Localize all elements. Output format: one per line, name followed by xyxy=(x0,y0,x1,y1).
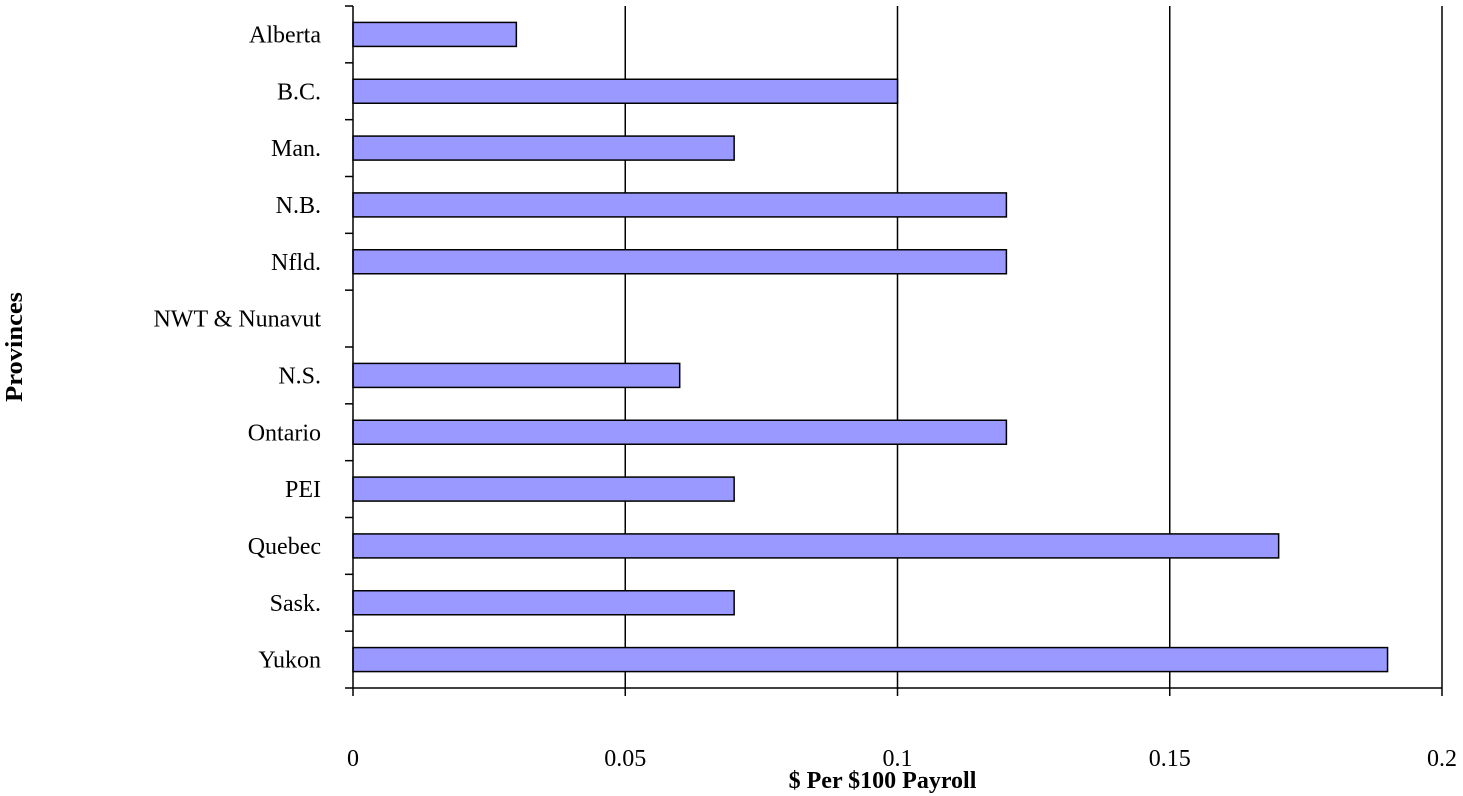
x-tick-label: 0.1 xyxy=(883,746,913,772)
category-label: Sask. xyxy=(270,591,321,617)
category-labels: Alberta B.C. Man. N.B. Nfld. NWT & Nunavut N.S… xyxy=(153,22,321,673)
category-label: Ontario xyxy=(248,420,321,446)
bar-yukon xyxy=(352,646,1389,673)
category-label: N.S. xyxy=(278,363,321,389)
bar-n-s xyxy=(352,362,681,389)
category-label: B.C. xyxy=(277,79,321,105)
bar-pei xyxy=(352,476,735,502)
bar-n-b xyxy=(352,192,1008,218)
x-tick-label: 0 xyxy=(347,746,359,772)
category-label: Alberta xyxy=(249,22,321,48)
bar-b-c xyxy=(352,78,899,104)
x-axis-title: $ Per $100 Payroll xyxy=(789,768,977,794)
bar-ontario xyxy=(352,419,1008,445)
category-label: PEI xyxy=(285,477,321,503)
x-tick-label: 0.05 xyxy=(604,746,646,772)
y-ticks xyxy=(345,5,353,689)
bar-alberta xyxy=(352,21,518,48)
bar-nfld xyxy=(352,249,1008,275)
category-label: Man. xyxy=(271,136,321,162)
x-tick-label: 0.2 xyxy=(1427,746,1457,772)
y-axis-title: Provinces xyxy=(2,292,28,402)
gridlines xyxy=(624,6,1443,688)
category-label: Nfld. xyxy=(271,250,321,276)
x-ticks xyxy=(352,688,1443,696)
x-tick-label: 0.15 xyxy=(1149,746,1191,772)
category-label: Yukon xyxy=(258,648,321,674)
category-label: N.B. xyxy=(276,193,321,219)
bar-sask xyxy=(352,590,735,616)
bar-man xyxy=(352,135,735,161)
bars xyxy=(352,21,1389,673)
bar-quebec xyxy=(352,533,1280,559)
x-tick-labels: 0 0.05 0.1 0.15 0.2 xyxy=(347,746,1457,772)
category-label: Quebec xyxy=(248,534,321,560)
category-label: NWT & Nunavut xyxy=(153,307,321,333)
